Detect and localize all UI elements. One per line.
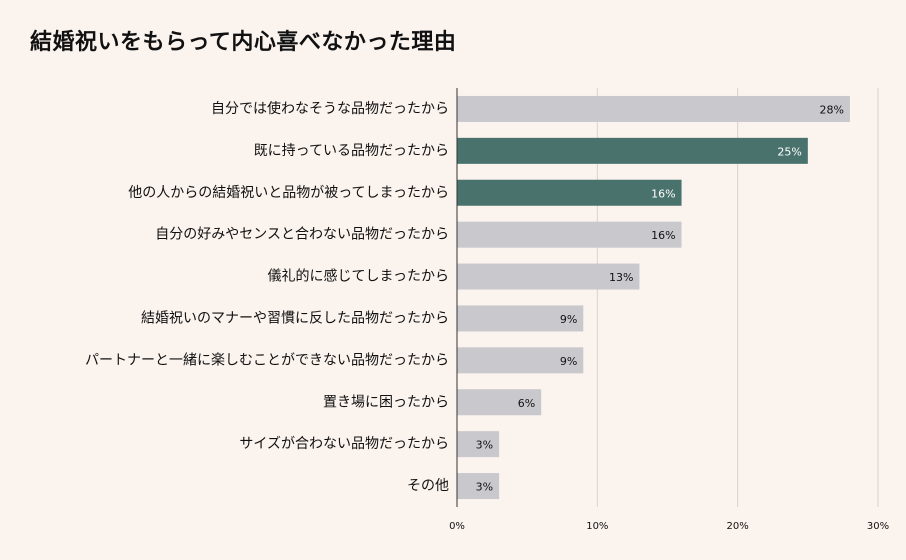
category-label: 結婚祝いのマナーや習慣に反した品物だったから xyxy=(141,309,449,326)
bar xyxy=(457,137,808,164)
x-tick-label: 30% xyxy=(867,521,889,532)
bar xyxy=(457,263,640,290)
value-label: 9% xyxy=(560,313,577,326)
category-label: 既に持っている品物だったから xyxy=(254,143,449,159)
chart-title: 結婚祝いをもらって内心喜べなかった理由 xyxy=(30,30,457,55)
value-label: 25% xyxy=(777,145,801,158)
bar xyxy=(457,389,542,416)
value-label: 16% xyxy=(651,229,675,242)
category-label: パートナーと一緒に楽しむことができない品物だったから xyxy=(85,352,449,368)
x-tick-label: 0% xyxy=(449,521,465,532)
bar xyxy=(457,305,584,332)
value-label: 16% xyxy=(651,187,675,200)
value-label: 13% xyxy=(609,271,633,284)
category-label: 自分の好みやセンスと合わない品物だったから xyxy=(155,227,449,243)
category-label: 他の人からの結婚祝いと品物が被ってしまったから xyxy=(128,185,449,201)
value-label: 3% xyxy=(476,439,493,452)
category-label: 儀礼的に感じてしまったから xyxy=(268,268,449,285)
bar xyxy=(457,431,500,458)
x-tick-label: 10% xyxy=(586,521,608,532)
value-label: 6% xyxy=(518,397,535,410)
category-label: 置き場に困ったから xyxy=(323,394,449,410)
value-label: 3% xyxy=(476,481,493,494)
x-tick-label: 20% xyxy=(727,521,749,532)
bar xyxy=(457,179,682,206)
bar xyxy=(457,473,500,500)
bar xyxy=(457,95,850,122)
value-label: 28% xyxy=(819,103,843,116)
category-label: サイズが合わない品物だったから xyxy=(239,436,449,452)
category-label: その他 xyxy=(407,478,449,494)
bar xyxy=(457,347,584,374)
value-label: 9% xyxy=(560,355,577,368)
category-label: 自分では使わなそうな品物だったから xyxy=(211,100,449,117)
bar xyxy=(457,221,682,248)
